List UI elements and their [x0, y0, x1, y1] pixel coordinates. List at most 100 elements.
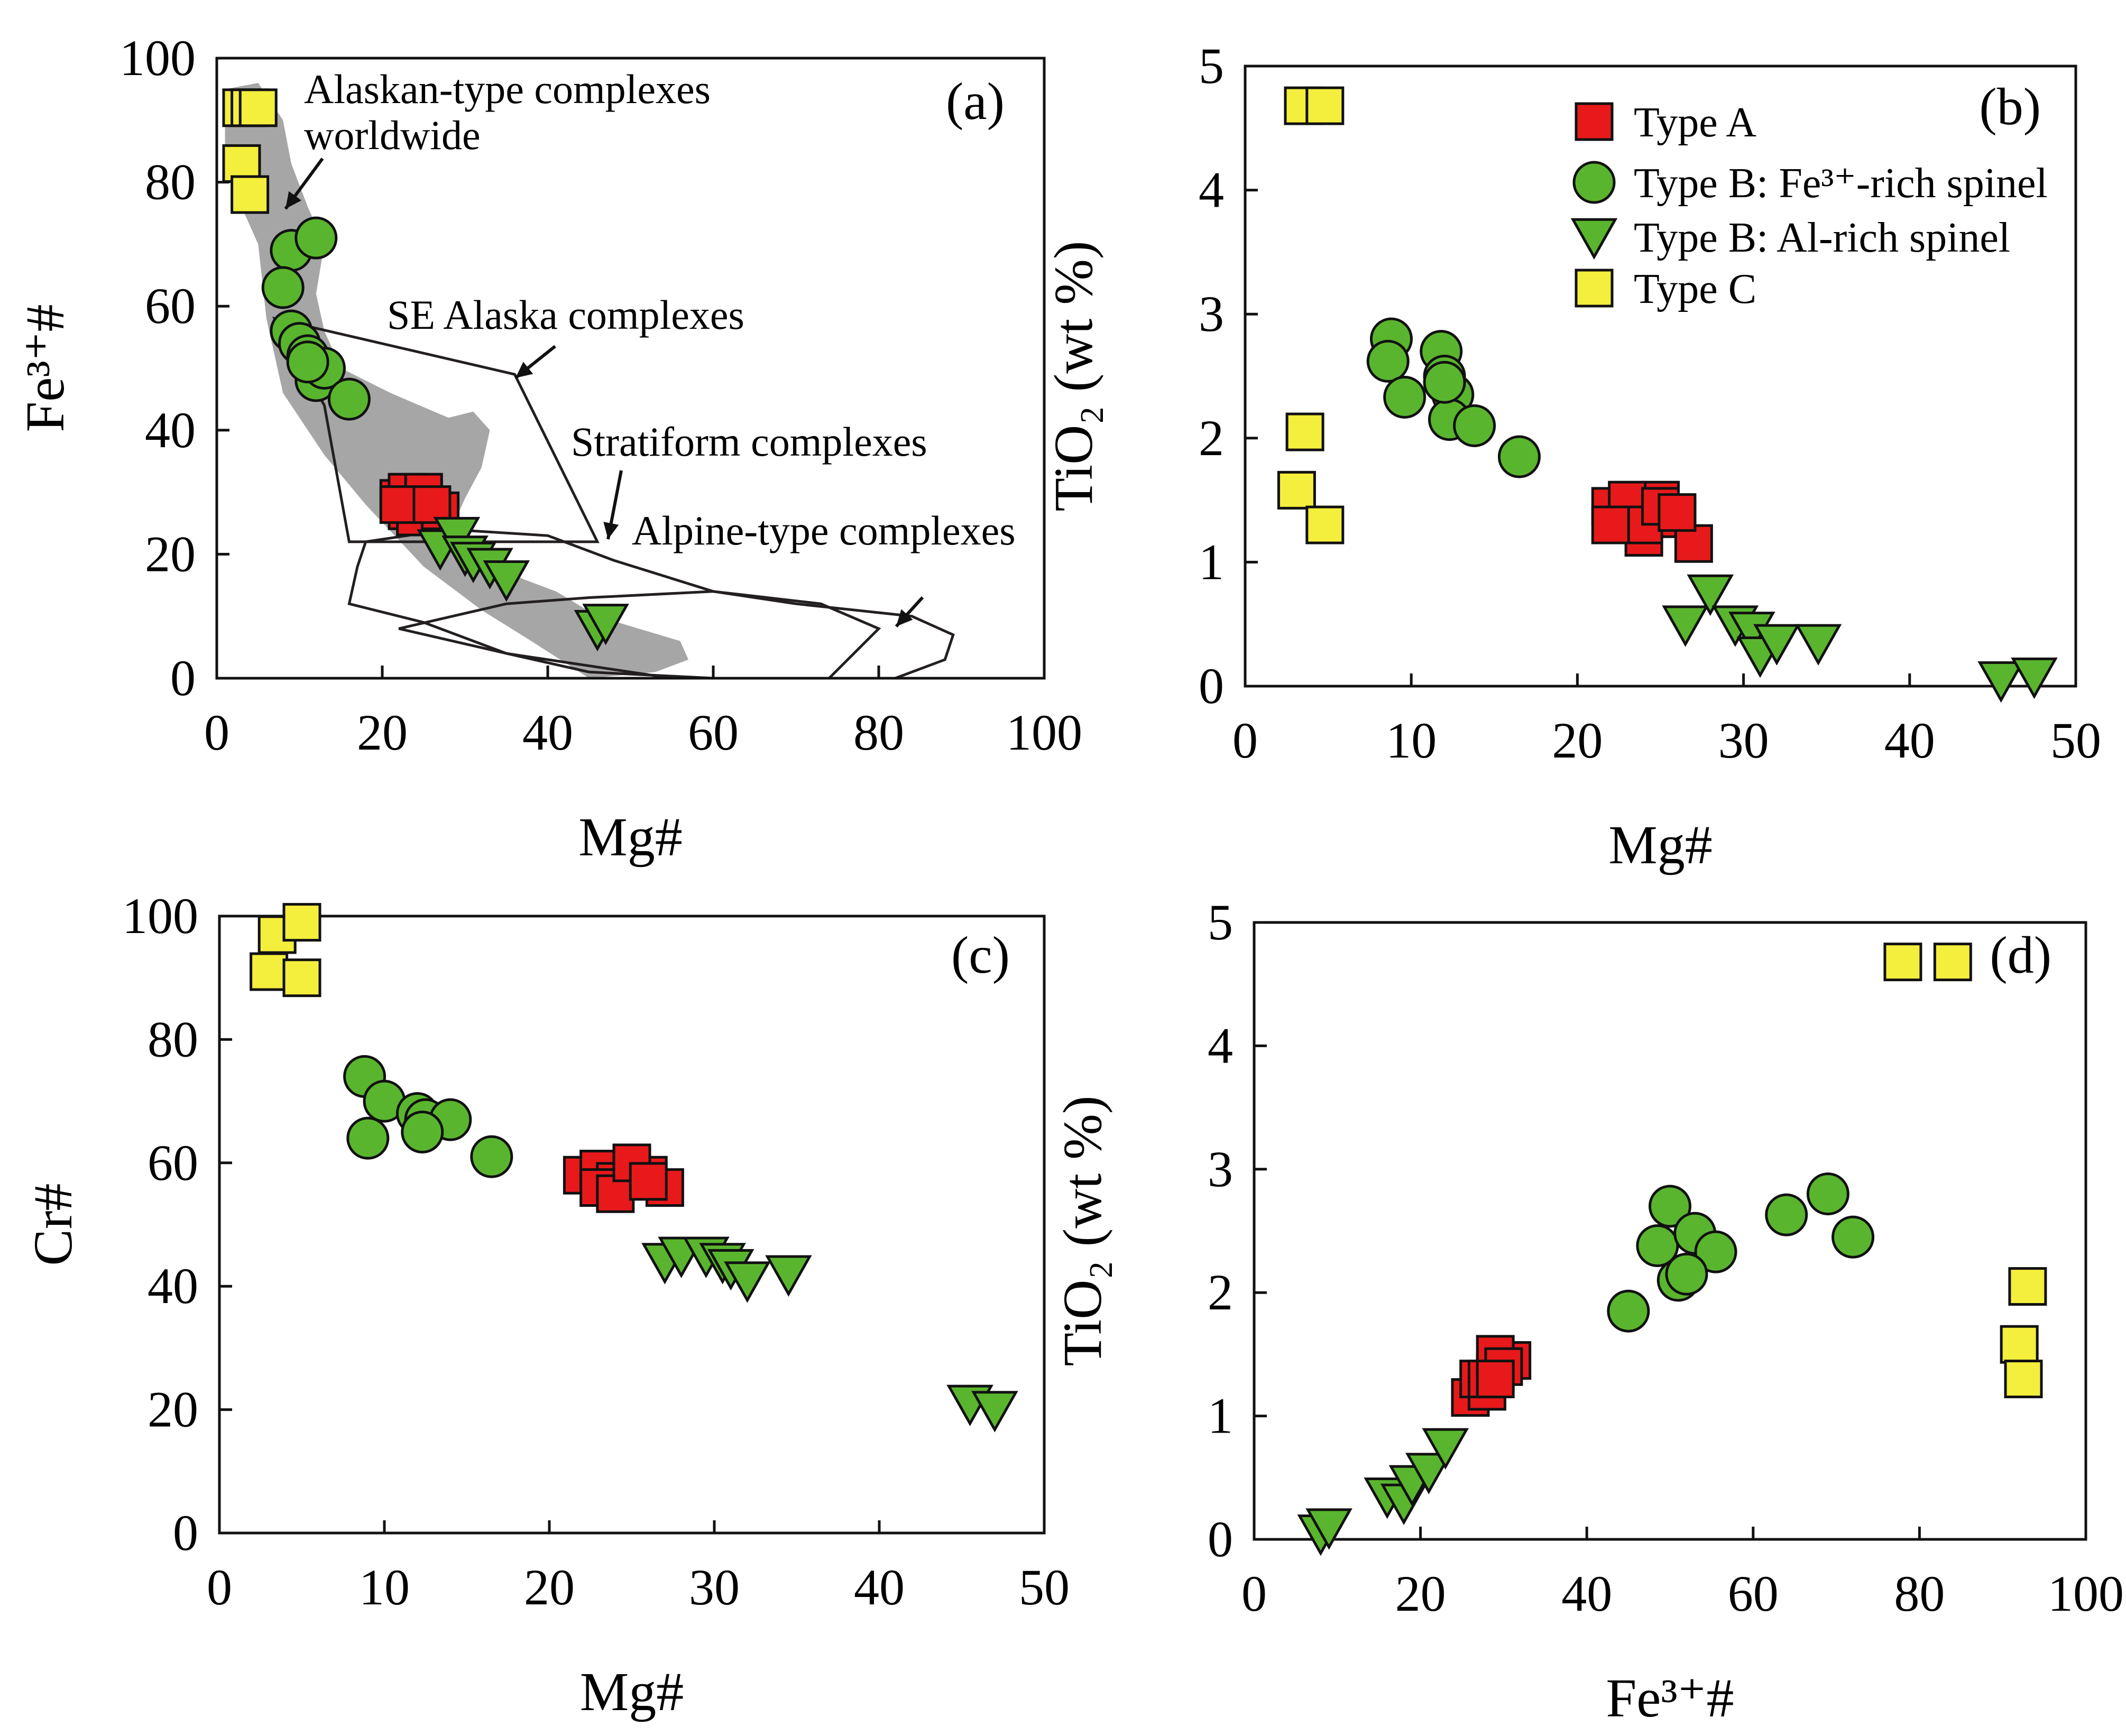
x-tick-label: 60: [688, 704, 739, 761]
series-type-a: [1451, 1335, 1532, 1417]
data-point-square: [238, 88, 278, 127]
annotation-alaskan-worldwide: Alaskan-type complexes: [304, 66, 711, 112]
panel-label: (d): [1990, 926, 2051, 984]
legend-label: Type B: Fe³⁺-rich spinel: [1634, 160, 2048, 207]
x-tick-label: 20: [524, 1559, 575, 1615]
series-type-b-fe-rich-spinel: [1366, 317, 1541, 478]
data-point-triangle: [724, 1261, 771, 1303]
series-type-b-al-rich-spinel: [1297, 1428, 1469, 1556]
series-type-b-fe-rich-spinel: [261, 216, 371, 421]
x-tick-label: 40: [854, 1559, 905, 1615]
data-point-square: [231, 175, 270, 214]
arrow-stratiform-head: [603, 522, 619, 539]
x-tick-label: 10: [359, 1559, 410, 1615]
data-point-square: [250, 952, 289, 991]
x-tick-label: 20: [357, 704, 408, 761]
series-type-b-al-rich-spinel: [417, 516, 629, 652]
x-tick-label: 0: [207, 1559, 232, 1615]
axes-frame: [1253, 921, 2087, 1541]
data-point-square: [282, 903, 321, 942]
y-tick-label: 2: [1199, 410, 1224, 466]
y-tick-label: 0: [170, 650, 196, 706]
data-point-circle: [1423, 361, 1466, 404]
series-type-b-fe-rich-spinel: [343, 1055, 513, 1178]
alpine-field: [398, 590, 955, 680]
data-point-square: [629, 1162, 668, 1201]
panel-label: (c): [951, 926, 1010, 984]
data-point-circle: [1383, 375, 1426, 419]
data-point-square: [2004, 1360, 2043, 1399]
data-point-circle: [401, 1110, 444, 1153]
data-point-square: [1476, 1360, 1515, 1399]
x-tick-label: 50: [1019, 1559, 1070, 1615]
y-tick-label: 0: [1199, 658, 1224, 714]
y-tick-label: 0: [1208, 1511, 1233, 1567]
legend-label: Type A: [1634, 99, 1756, 146]
annotation-se-alaska: SE Alaska complexes: [387, 292, 744, 338]
data-point-circle: [1453, 404, 1496, 447]
data-point-square: [1658, 493, 1697, 532]
arrow-se-alaska-head: [516, 362, 533, 378]
x-axis-label: Mg#: [1608, 815, 1712, 875]
data-point-triangle: [1753, 624, 1800, 666]
legend-marker: [1575, 102, 1614, 141]
data-point-square: [2000, 1325, 2039, 1364]
y-tick-label: 0: [173, 1504, 198, 1561]
data-point-square: [379, 485, 418, 524]
data-point-circle: [294, 216, 338, 260]
axes-frame: [218, 915, 1046, 1535]
x-tick-label: 30: [1718, 712, 1769, 769]
series-type-a: [379, 473, 460, 537]
y-tick-label: 4: [1199, 162, 1224, 218]
x-tick-label: 40: [522, 704, 573, 761]
panel-label: (b): [1979, 77, 2041, 136]
y-tick-label: 4: [1208, 1017, 1233, 1074]
panel-c: 0 10 20 30 40 50 0 20 40 60 80 100 Mg# Cr# (c): [23, 888, 1070, 1722]
y-tick-label: 3: [1199, 285, 1224, 342]
arrow-alaskan-head: [286, 191, 302, 209]
x-tick-label: 100: [2048, 1565, 2124, 1622]
data-point-square: [1305, 505, 1345, 544]
axes-frame: [215, 57, 1046, 680]
data-point-circle: [470, 1135, 513, 1178]
arrow-alpine-head: [896, 609, 913, 626]
data-point-circle: [1497, 435, 1541, 478]
y-tick-label: 1: [1199, 533, 1224, 590]
axes-frame: [1244, 64, 2077, 688]
y-tick-label: 100: [119, 30, 196, 86]
series-type-b-al-rich-spinel: [641, 1236, 1018, 1433]
data-point-triangle: [971, 1391, 1018, 1433]
x-tick-label: 50: [2050, 712, 2101, 769]
data-point-square: [1933, 943, 1972, 982]
data-point-square: [1285, 412, 1324, 451]
data-point-circle: [346, 1116, 390, 1160]
x-tick-label: 20: [1552, 712, 1603, 769]
y-tick-label: 3: [1208, 1141, 1233, 1197]
data-point-circle: [327, 377, 371, 421]
x-tick-label: 0: [1241, 1565, 1267, 1622]
legend-marker: [1572, 161, 1616, 204]
x-axis-label: Mg#: [580, 1661, 684, 1722]
data-point-square: [1591, 505, 1630, 544]
data-point-circle: [1665, 1252, 1708, 1296]
legend: Type A Type B: Fe³⁺-rich spinel Type B: Al…: [1570, 99, 2048, 312]
x-tick-label: 100: [1006, 704, 1082, 761]
y-tick-label: 5: [1208, 894, 1233, 950]
data-point-circle: [1366, 339, 1410, 383]
y-tick-label: 2: [1208, 1264, 1233, 1321]
series-type-a: [1591, 481, 1713, 563]
data-point-square: [1305, 86, 1345, 125]
data-point-circle: [1607, 1289, 1650, 1333]
data-point-triangle: [1687, 574, 1734, 616]
series-type-b-fe-rich-spinel: [1607, 1172, 1875, 1333]
y-tick-label: 100: [122, 888, 198, 944]
annotation-alpine: Alpine-type complexes: [632, 507, 1016, 553]
panel-a: 0 20 40 60 80 100 0 20 40 60 80 100 Mg# Fe³⁺# (a) Alask…: [15, 30, 1082, 867]
data-point-triangle: [1662, 605, 1709, 647]
series-type-c: [222, 88, 278, 214]
series-type-a: [563, 1143, 684, 1213]
y-tick-label: 80: [148, 1011, 198, 1067]
